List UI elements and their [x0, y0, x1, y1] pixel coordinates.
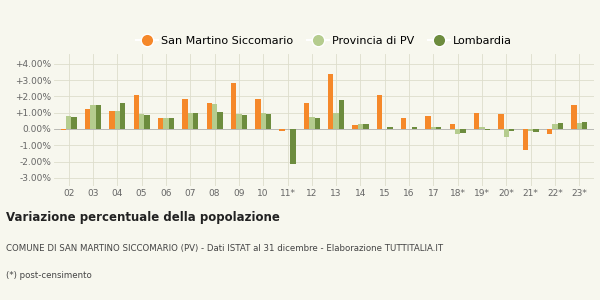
Bar	[533, 129, 539, 132]
Bar	[163, 118, 169, 129]
Bar	[547, 129, 553, 134]
Bar	[236, 114, 242, 129]
Bar	[61, 129, 66, 130]
Bar	[280, 129, 285, 130]
Bar	[358, 124, 363, 129]
Bar	[206, 103, 212, 129]
Bar	[182, 99, 188, 129]
Bar	[425, 116, 431, 129]
Bar	[474, 113, 479, 129]
Bar	[401, 118, 406, 129]
Bar	[339, 100, 344, 129]
Bar	[558, 123, 563, 129]
Legend: San Martino Siccomario, Provincia di PV, Lombardia: San Martino Siccomario, Provincia di PV,…	[136, 36, 512, 46]
Bar	[509, 129, 514, 131]
Bar	[217, 112, 223, 129]
Bar	[71, 117, 77, 129]
Bar	[266, 114, 271, 129]
Bar	[95, 104, 101, 129]
Text: COMUNE DI SAN MARTINO SICCOMARIO (PV) - Dati ISTAT al 31 dicembre - Elaborazione: COMUNE DI SAN MARTINO SICCOMARIO (PV) - …	[6, 244, 443, 253]
Bar	[436, 127, 442, 129]
Bar	[455, 129, 460, 134]
Bar	[460, 129, 466, 133]
Bar	[115, 111, 120, 129]
Bar	[577, 123, 582, 129]
Bar	[412, 127, 417, 129]
Bar	[90, 105, 95, 129]
Bar	[66, 116, 71, 129]
Bar	[109, 111, 115, 129]
Bar	[571, 104, 577, 129]
Bar	[479, 127, 485, 129]
Bar	[450, 124, 455, 129]
Bar	[304, 103, 309, 129]
Bar	[388, 127, 393, 129]
Bar	[352, 125, 358, 129]
Text: Variazione percentuale della popolazione: Variazione percentuale della popolazione	[6, 212, 280, 224]
Bar	[158, 118, 163, 129]
Bar	[314, 118, 320, 129]
Bar	[144, 115, 149, 129]
Bar	[134, 95, 139, 129]
Bar	[377, 95, 382, 129]
Bar	[290, 129, 296, 164]
Bar	[431, 127, 436, 129]
Bar	[193, 113, 198, 129]
Bar	[120, 103, 125, 129]
Bar	[309, 117, 314, 129]
Bar	[523, 129, 528, 150]
Bar	[255, 99, 260, 129]
Bar	[553, 124, 558, 129]
Bar	[242, 115, 247, 129]
Bar	[499, 114, 504, 129]
Bar	[188, 113, 193, 129]
Bar	[363, 124, 368, 129]
Bar	[212, 104, 217, 129]
Bar	[231, 83, 236, 129]
Bar	[169, 118, 174, 129]
Bar	[504, 129, 509, 137]
Bar	[582, 122, 587, 129]
Bar	[334, 113, 339, 129]
Bar	[328, 74, 334, 129]
Text: (*) post-censimento: (*) post-censimento	[6, 272, 92, 280]
Bar	[139, 114, 144, 129]
Bar	[260, 113, 266, 129]
Bar	[528, 129, 533, 131]
Bar	[485, 129, 490, 130]
Bar	[85, 110, 90, 129]
